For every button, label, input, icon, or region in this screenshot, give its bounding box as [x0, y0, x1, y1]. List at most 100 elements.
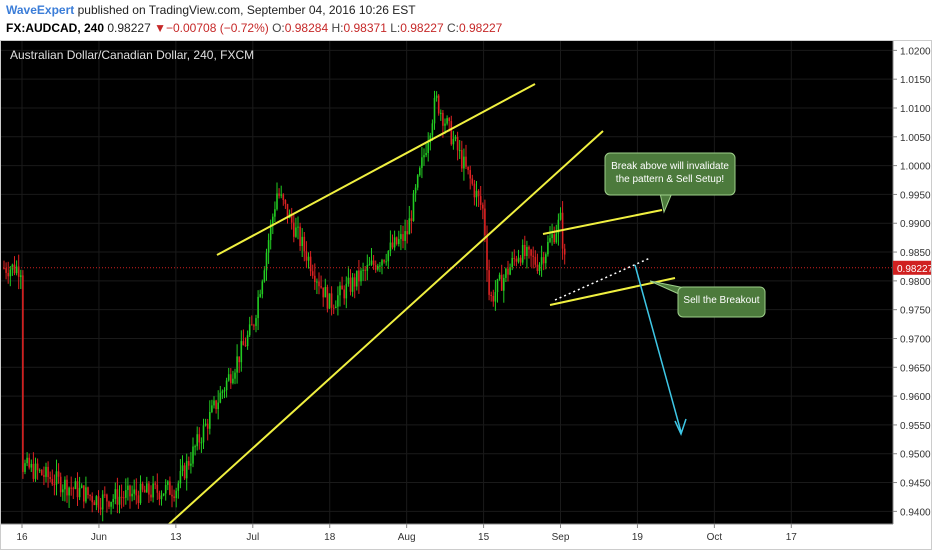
- candle-body: [238, 356, 240, 363]
- candle-body: [43, 475, 45, 477]
- candle-body: [498, 274, 501, 280]
- candle-body: [356, 270, 358, 287]
- candle-body: [108, 501, 110, 507]
- candle-body: [3, 267, 5, 269]
- chart-background: [0, 40, 932, 550]
- candle-body: [280, 194, 282, 196]
- candle-body: [148, 483, 150, 495]
- price-chart[interactable]: Break above will invalidate the pattern &…: [0, 40, 932, 550]
- candle-body: [471, 178, 474, 184]
- candle-body: [55, 471, 58, 485]
- candle-body: [272, 216, 274, 225]
- candle-body: [404, 231, 406, 241]
- candle-body: [442, 112, 444, 126]
- candle-body: [295, 227, 297, 237]
- candle-body: [465, 156, 467, 167]
- last-price: 0.98227: [107, 21, 151, 35]
- candle-body: [555, 233, 558, 243]
- candle-body: [488, 270, 490, 295]
- chart-header: WaveExpert published on TradingView.com,…: [0, 0, 932, 40]
- candles: [3, 90, 566, 522]
- candle-body: [423, 155, 425, 158]
- candle-body: [127, 485, 129, 491]
- candle-body: [297, 226, 299, 228]
- candle-body: [448, 118, 450, 122]
- candle-body: [230, 374, 232, 384]
- candle-body: [402, 234, 404, 241]
- candle-body: [563, 248, 566, 255]
- candle-body: [410, 218, 413, 221]
- candle-body: [17, 266, 20, 277]
- candle-body: [76, 481, 79, 498]
- candle-body: [496, 279, 499, 293]
- candle-body: [95, 496, 98, 506]
- sell-callout-box: [677, 286, 766, 318]
- candle-body: [381, 260, 383, 266]
- x-tick-label: 18: [324, 532, 336, 543]
- candle-body: [179, 470, 182, 484]
- candle-body: [213, 400, 215, 406]
- candle-body: [175, 490, 177, 499]
- candle-body: [452, 138, 455, 145]
- x-tick-label: Jun: [91, 532, 107, 543]
- candle-body: [154, 483, 156, 485]
- candle-body: [118, 496, 121, 505]
- candle-body: [215, 400, 217, 410]
- time-axis[interactable]: 16 Jun 13 Jul 18 Aug 15 Sep 19 Oct 17: [0, 523, 893, 550]
- candle-body: [545, 254, 547, 264]
- candle-body: [259, 294, 261, 297]
- candle-body: [337, 295, 339, 307]
- x-tick-label: 19: [632, 532, 644, 543]
- candle-body: [91, 496, 93, 503]
- candle-body: [173, 496, 175, 499]
- author-link[interactable]: WaveExpert: [6, 3, 75, 17]
- candle-body: [122, 497, 125, 499]
- x-tick-label: 15: [478, 532, 490, 543]
- candle-body: [309, 256, 312, 272]
- candle-body: [435, 95, 438, 98]
- publish-info: WaveExpert published on TradingView.com,…: [6, 3, 416, 17]
- candle-body: [461, 150, 463, 169]
- lower-channel-line: [167, 130, 604, 526]
- candle-body: [131, 493, 133, 497]
- candle-body: [379, 265, 381, 267]
- candle-body: [78, 487, 81, 498]
- candle-body: [505, 268, 507, 278]
- candle-body: [137, 495, 140, 503]
- flag-upper-line: [542, 209, 663, 235]
- candle-body: [534, 256, 537, 265]
- candle-body: [547, 241, 549, 255]
- x-tick-label: Sep: [552, 532, 570, 543]
- candle-body: [324, 287, 327, 298]
- candle-body: [141, 483, 144, 490]
- candle-body: [47, 466, 49, 478]
- candle-body: [22, 275, 24, 472]
- candle-body: [36, 463, 39, 471]
- candle-body: [414, 187, 417, 194]
- candle-body: [540, 257, 543, 265]
- candle-body: [412, 193, 415, 221]
- candle-body: [351, 277, 354, 292]
- high-value: 0.98371: [343, 21, 387, 35]
- candle-body: [343, 289, 345, 299]
- candle-body: [183, 465, 186, 479]
- candle-body: [158, 492, 161, 500]
- candle-body: [326, 287, 329, 309]
- candle-body: [391, 242, 394, 248]
- candle-body: [538, 264, 541, 271]
- candle-body: [479, 196, 482, 205]
- x-tick-label: 17: [786, 532, 798, 543]
- candle-body: [83, 485, 85, 502]
- invalidate-callout-text: the pattern & Sell Setup!: [616, 174, 724, 185]
- candle-body: [185, 461, 188, 479]
- candle-body: [475, 190, 478, 198]
- candle-body: [494, 292, 497, 302]
- candle-body: [160, 495, 163, 500]
- candle-body: [542, 257, 545, 264]
- candle-body: [469, 170, 471, 179]
- candle-body: [486, 235, 488, 271]
- candle-body: [51, 478, 54, 485]
